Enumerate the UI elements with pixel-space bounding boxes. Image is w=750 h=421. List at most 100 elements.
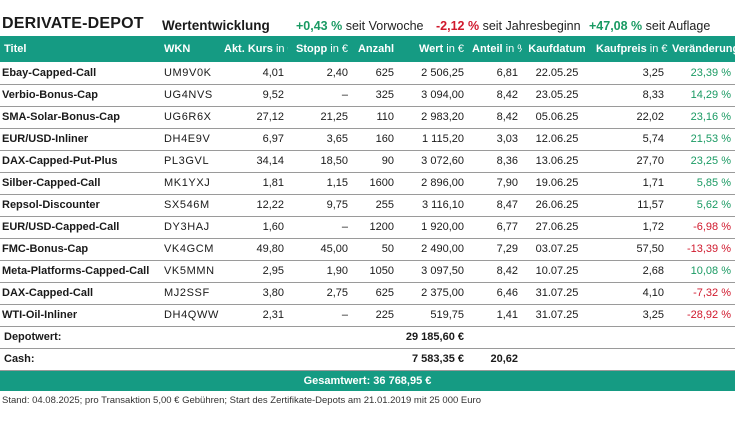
performance-period: seit Auflage <box>642 19 711 33</box>
cell-kaufpreis: 3,25 <box>642 66 664 79</box>
cell-stopp: 1,90 <box>326 265 348 277</box>
table-row: DAX-Capped-Call MJ2SSF 3,80 2,75 625 2 375,00… <box>0 282 735 304</box>
column-header-label: Kaufpreis <box>596 43 647 55</box>
performance-value: -2,12 % <box>436 19 480 33</box>
cell-wert: 2 896,00 <box>421 177 464 189</box>
table-row: Silber-Capped-Call MK1YXJ 1,81 1,15 1600 2 89… <box>0 172 735 194</box>
empty-cell <box>352 348 398 370</box>
cell-anzahl: 1600 <box>369 177 394 189</box>
cell-kurs: 12,22 <box>256 199 284 211</box>
column-header-label: Veränderung <box>672 43 735 55</box>
cell-kaufdatum: 03.07.25 <box>535 243 579 255</box>
cell-wkn: UG4NVS <box>164 89 213 101</box>
cell-veraenderung: 5,62 % <box>696 199 731 211</box>
table-row: EUR/USD-Inliner DH4E9V 6,97 3,65 160 1 115,20… <box>0 128 735 150</box>
empty-cell <box>288 326 352 348</box>
performance-item: +47,08 % seit Auflage <box>589 19 710 33</box>
column-header: WKN <box>160 36 220 62</box>
cell-wkn: DH4QWW <box>164 309 219 321</box>
gesamtwert-value: Gesamtwert: 36 768,95 € <box>303 374 432 387</box>
cell-title: EUR/USD-Inliner <box>2 133 89 145</box>
cell-anteil: 6,46 <box>496 287 518 299</box>
column-header: Anteil in % <box>468 36 522 62</box>
column-header: Kaufdatum <box>522 36 592 62</box>
cell-anzahl: 1200 <box>369 221 394 233</box>
cell-kaufdatum: 13.06.25 <box>535 155 579 167</box>
performance-label: Wertentwicklung <box>162 18 270 33</box>
depotwert-value: 29 185,60 € <box>405 331 464 343</box>
cash-anteil: 20,62 <box>490 353 518 365</box>
cell-kurs: 9,52 <box>262 89 284 101</box>
cell-stopp: 9,75 <box>326 199 348 211</box>
cell-title: Ebay-Capped-Call <box>2 66 97 79</box>
column-header-label: Anzahl <box>357 43 394 55</box>
cell-title: DAX-Capped-Put-Plus <box>2 155 118 167</box>
table-row: Meta-Platforms-Capped-Call VK5MMN 2,95 1,90… <box>0 260 735 282</box>
cell-wkn: PL3GVL <box>164 155 210 167</box>
cell-kaufpreis: 57,50 <box>636 243 664 255</box>
cell-kurs: 4,01 <box>262 66 284 79</box>
table-row: WTI-Oil-Inliner DH4QWW 2,31 – 225 519,75 1,41 3… <box>0 304 735 326</box>
cell-title: EUR/USD-Capped-Call <box>2 221 120 233</box>
cell-stopp: – <box>341 309 348 321</box>
cell-anteil: 1,41 <box>496 309 518 321</box>
cell-veraenderung: 10,08 % <box>690 265 731 277</box>
performance-item: +0,43 % seit Vorwoche <box>296 19 436 33</box>
column-header: Titel <box>0 36 160 62</box>
cell-wkn: VK4GCM <box>164 243 215 255</box>
cell-anteil: 8,36 <box>496 155 518 167</box>
empty-cell <box>668 348 735 370</box>
cell-wert: 3 072,60 <box>421 155 464 167</box>
cell-title: WTI-Oil-Inliner <box>2 309 78 321</box>
performance-value: +47,08 % <box>589 19 643 33</box>
cell-veraenderung: 14,29 % <box>690 89 731 101</box>
performance-item: -2,12 % seit Jahresbeginn <box>436 19 589 33</box>
cell-anzahl: 50 <box>381 243 394 255</box>
cell-wert: 1 920,00 <box>421 221 464 233</box>
cell-kaufpreis: 1,72 <box>642 221 664 233</box>
table-row: Repsol-Discounter SX546M 12,22 9,75 255 3 116… <box>0 194 735 216</box>
cash-value: 7 583,35 € <box>412 353 464 365</box>
cell-wert: 3 097,50 <box>421 265 464 277</box>
cell-veraenderung: 23,16 % <box>690 111 731 123</box>
cell-kaufpreis: 8,33 <box>642 89 664 101</box>
cell-kaufpreis: 11,57 <box>637 199 664 211</box>
empty-cell <box>220 326 288 348</box>
cell-title: Verbio-Bonus-Cap <box>2 89 98 101</box>
cell-title: SMA-Solar-Bonus-Cap <box>2 111 120 123</box>
cell-kaufpreis: 27,70 <box>636 155 664 167</box>
cell-wkn: UM9V0K <box>164 66 212 79</box>
cell-wkn: MK1YXJ <box>164 177 211 189</box>
cell-wkn: MJ2SSF <box>164 287 210 299</box>
column-header-unit: in € <box>275 43 288 55</box>
cell-stopp: 1,15 <box>326 177 348 189</box>
cell-anteil: 3,03 <box>496 133 518 145</box>
gesamtwert-row: Gesamtwert: 36 768,95 € <box>0 370 735 391</box>
cell-kurs: 2,95 <box>262 265 284 277</box>
table-row: SMA-Solar-Bonus-Cap UG6R6X 27,12 21,25 110 2 … <box>0 106 735 128</box>
performance-value: +0,43 % <box>296 19 343 33</box>
depotwert-row: Depotwert: 29 185,60 € <box>0 326 735 348</box>
cell-kaufdatum: 31.07.25 <box>535 287 579 299</box>
cell-veraenderung: -13,39 % <box>686 243 731 255</box>
cell-title: Meta-Platforms-Capped-Call <box>2 265 150 277</box>
table-row: FMC-Bonus-Cap VK4GCM 49,80 45,00 50 2 490,00 7… <box>0 238 735 260</box>
cell-kaufdatum: 19.06.25 <box>535 177 579 189</box>
column-header-label: WKN <box>164 43 191 55</box>
column-header: Akt. Kurs in € <box>220 36 288 62</box>
footnote: Stand: 04.08.2025; pro Transaktion 5,00 … <box>2 395 481 406</box>
cash-label: Cash: <box>4 353 35 365</box>
empty-cell <box>522 326 592 348</box>
cell-kaufpreis: 5,74 <box>642 133 664 145</box>
column-header: Anzahl <box>352 36 398 62</box>
cell-anteil: 8,42 <box>496 89 518 101</box>
cell-kaufpreis: 3,25 <box>642 309 664 321</box>
cell-wert: 3 116,10 <box>421 199 464 211</box>
cell-kaufdatum: 27.06.25 <box>535 221 579 233</box>
cell-kaufpreis: 2,68 <box>642 265 664 277</box>
cell-wkn: DH4E9V <box>164 133 211 145</box>
cell-veraenderung: -28,92 % <box>686 309 731 321</box>
cell-kurs: 3,80 <box>262 287 284 299</box>
cell-wert: 519,75 <box>430 309 464 321</box>
